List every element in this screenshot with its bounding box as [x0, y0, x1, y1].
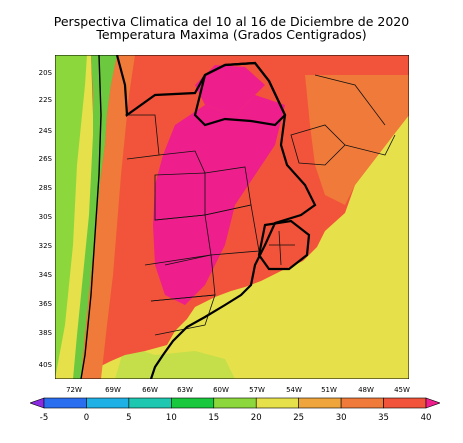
- colorbar-tick-label: 25: [293, 413, 304, 423]
- colorbar-segment: [171, 397, 215, 409]
- colorbar-segments: [30, 397, 440, 409]
- inland-warm-band: [81, 55, 135, 379]
- map-title: Perspectiva Climatica del 10 al 16 de Di…: [53, 14, 410, 29]
- lat-label: 38S: [38, 329, 52, 337]
- colorbar-segment: [43, 397, 87, 409]
- lon-label: 63W: [177, 386, 193, 394]
- colorbar-segment: [383, 397, 427, 409]
- colorbar: -5 0 5 10 15 20 25 30 35 40: [30, 397, 440, 423]
- lat-label: 28S: [38, 184, 52, 192]
- lon-label: 54W: [286, 386, 302, 394]
- chile-border: [80, 55, 102, 379]
- pacific-coast-band: [55, 55, 87, 379]
- lat-label: 30S: [38, 213, 52, 221]
- lon-label: 69W: [105, 386, 121, 394]
- lat-label: 26S: [38, 155, 52, 163]
- colorbar-tick-label: 0: [84, 413, 89, 423]
- colorbar-ticks: -5 0 5 10 15 20 25 30 35 40: [40, 413, 432, 423]
- lon-label: 51W: [321, 386, 337, 394]
- lat-label: 20S: [38, 69, 52, 77]
- province-lines: [125, 74, 396, 336]
- andes-highlands: [73, 55, 117, 379]
- lon-label: 45W: [394, 386, 410, 394]
- colorbar-tick-label: 5: [126, 413, 131, 423]
- colorbar-arrow-high: [425, 397, 440, 409]
- colorbar-tick-label: 10: [166, 413, 177, 423]
- lon-label: 48W: [358, 386, 374, 394]
- lon-label: 57W: [249, 386, 265, 394]
- colorbar-segment: [255, 397, 299, 409]
- hot-core-north: [195, 65, 265, 115]
- colorbar-tick-label: 35: [378, 413, 389, 423]
- lon-label: 60W: [213, 386, 229, 394]
- colorbar-segment: [298, 397, 342, 409]
- brazil-warm-region: [305, 75, 409, 205]
- hot-core-region: [153, 95, 285, 305]
- lat-label: 22S: [38, 96, 52, 104]
- lat-label: 32S: [38, 242, 52, 250]
- lat-label: 36S: [38, 300, 52, 308]
- uruguay-border: [257, 219, 311, 271]
- colorbar-segment: [86, 397, 130, 409]
- colorbar-tick-label: -5: [40, 413, 48, 423]
- colorbar-segment: [128, 397, 172, 409]
- temperature-map: [55, 55, 409, 379]
- colorbar-tick-label: 40: [421, 413, 432, 423]
- colorbar-segment: [340, 397, 384, 409]
- lat-label: 34S: [38, 271, 52, 279]
- lon-label: 66W: [142, 386, 158, 394]
- colorbar-tick-label: 20: [251, 413, 262, 423]
- map-subtitle: Temperatura Maxima (Grados Centigrados): [96, 27, 367, 42]
- colorbar-tick-label: 15: [208, 413, 219, 423]
- lon-label: 72W: [66, 386, 82, 394]
- lat-label: 24S: [38, 127, 52, 135]
- southern-cool-zone: [115, 345, 235, 379]
- colorbar-tick-label: 30: [336, 413, 347, 423]
- argentina-border: [115, 55, 317, 379]
- colorbar-segment: [213, 397, 257, 409]
- colorbar-arrow-low: [30, 397, 45, 409]
- bolivia-paraguay-border: [193, 61, 287, 127]
- lat-label: 40S: [38, 361, 52, 369]
